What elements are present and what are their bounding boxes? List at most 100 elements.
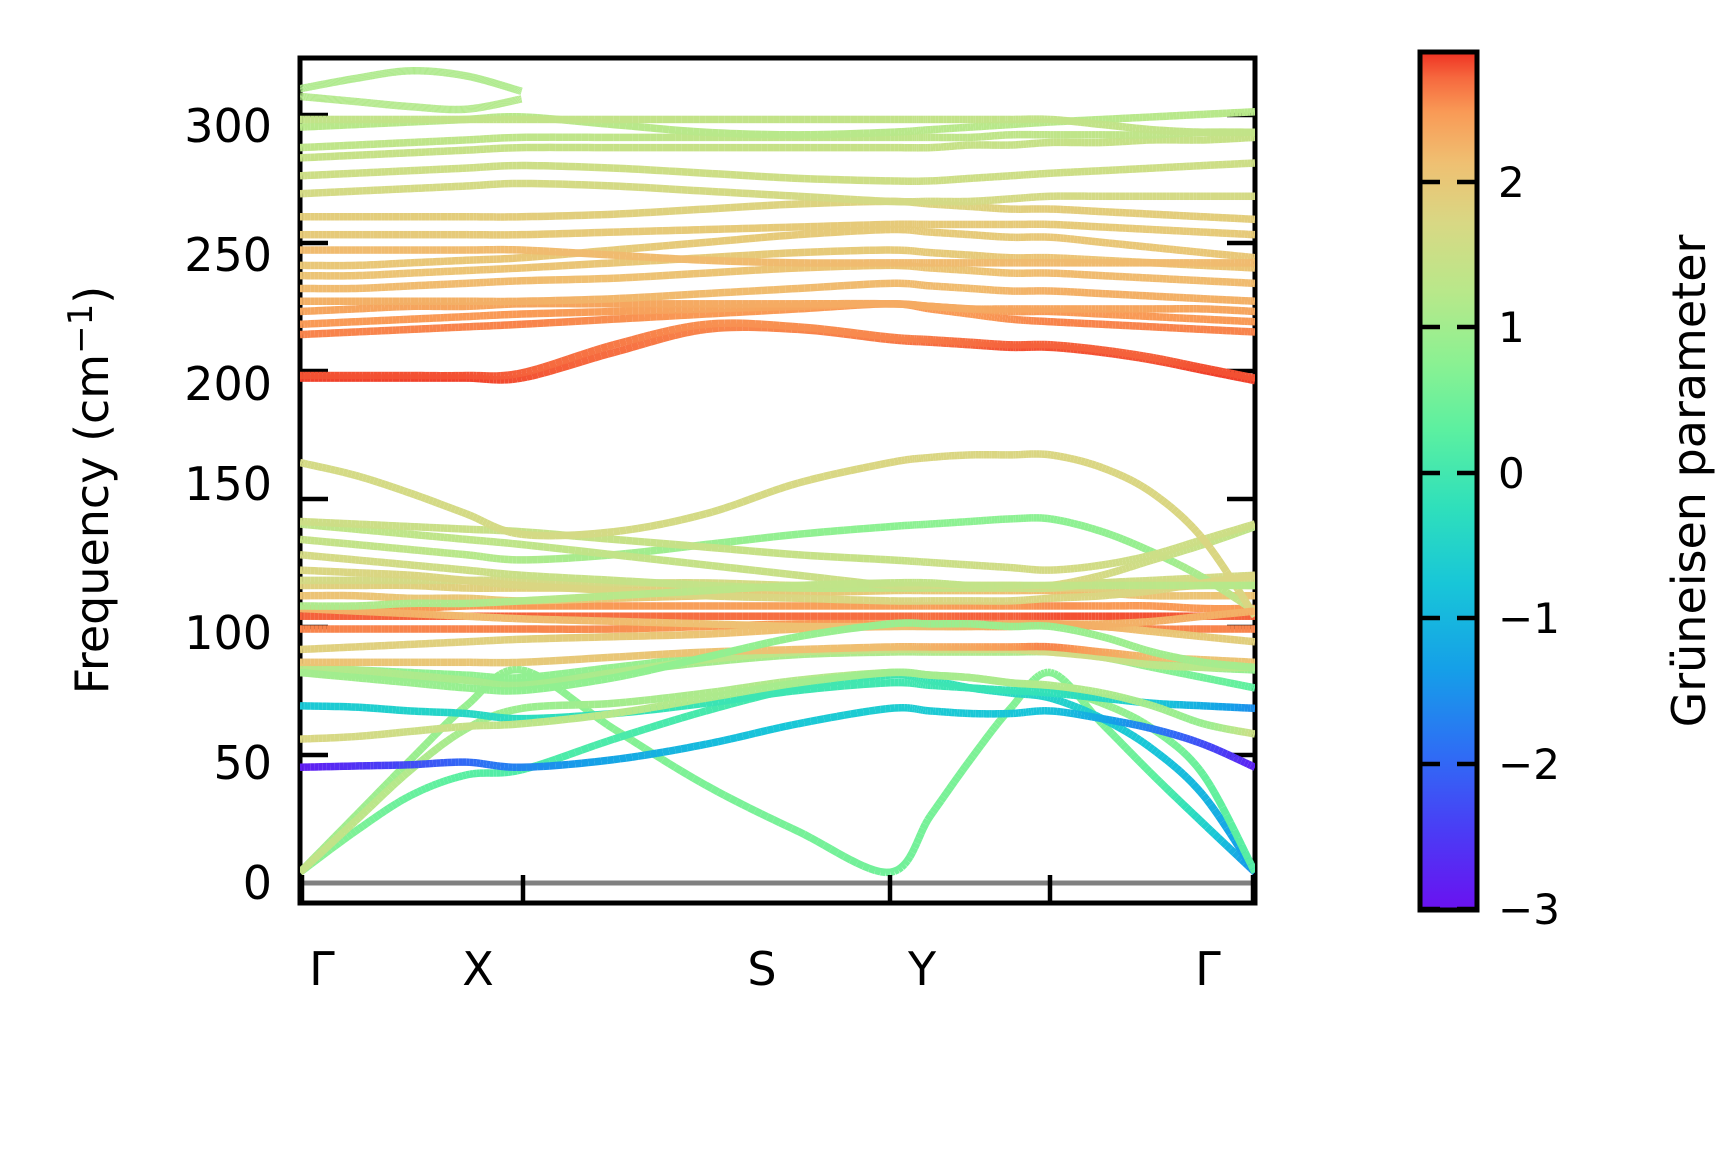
band-segment xyxy=(796,827,806,838)
band-segment xyxy=(453,730,461,739)
band-segment xyxy=(1211,807,1222,818)
band-segment xyxy=(823,674,832,684)
band-segment xyxy=(1069,519,1075,528)
band-segment xyxy=(830,527,838,536)
band-segment xyxy=(1197,789,1207,798)
band-segment xyxy=(1121,693,1127,703)
band-segment xyxy=(1161,705,1168,714)
band-segment xyxy=(371,812,380,822)
band-segment xyxy=(785,570,793,579)
band-segment xyxy=(693,542,701,551)
band-segment xyxy=(424,783,431,792)
band-segment xyxy=(1155,554,1161,563)
band-segment xyxy=(1115,655,1120,664)
band-segment xyxy=(1211,790,1222,802)
band-segment xyxy=(367,800,377,810)
band-segment xyxy=(507,767,513,776)
band-segment xyxy=(922,675,927,683)
band-segment xyxy=(1235,853,1245,863)
band-segment xyxy=(1145,723,1151,732)
band-segment xyxy=(1087,686,1093,695)
band-segment xyxy=(717,686,725,696)
band-segment xyxy=(1133,755,1143,765)
band-segment xyxy=(802,831,813,842)
band-segment xyxy=(385,775,395,785)
band-segment xyxy=(779,688,787,697)
band-segment xyxy=(619,754,627,763)
band-segment xyxy=(1144,557,1151,566)
band-segment xyxy=(723,653,731,662)
band-segment xyxy=(1065,699,1072,709)
band-segment xyxy=(450,504,457,514)
band-segment xyxy=(1131,555,1137,564)
band-segment xyxy=(649,521,658,530)
band-segment xyxy=(555,716,563,725)
band-segment xyxy=(397,796,406,805)
band-segment xyxy=(705,543,713,552)
band-segment xyxy=(1195,672,1201,681)
band-segment xyxy=(1117,724,1125,733)
band-segment xyxy=(850,525,858,534)
band-segment xyxy=(368,815,376,825)
band-segment xyxy=(1143,741,1152,750)
band-segment xyxy=(1202,720,1208,729)
band-segment xyxy=(734,798,745,808)
band-segment xyxy=(773,549,780,558)
band-segment xyxy=(1104,715,1110,724)
band-segment xyxy=(1145,700,1151,709)
band-segment xyxy=(1084,686,1089,695)
band-segment xyxy=(1193,785,1203,794)
band-segment xyxy=(360,820,369,830)
band-segment xyxy=(1190,781,1200,791)
band-segment xyxy=(810,676,818,685)
band-segment xyxy=(1217,676,1224,686)
band-segment xyxy=(1161,547,1168,556)
band-segment xyxy=(1227,820,1238,833)
band-segment xyxy=(1133,734,1142,743)
band-segment xyxy=(994,718,1003,727)
band-segment xyxy=(699,694,707,703)
band-segment xyxy=(1127,538,1135,547)
band-segment xyxy=(810,684,818,693)
band-segment xyxy=(711,703,720,713)
band-segment xyxy=(503,707,510,716)
band-segment xyxy=(730,564,738,573)
band-segment xyxy=(1121,535,1128,544)
band-segment xyxy=(680,712,689,722)
band-segment xyxy=(1098,688,1103,697)
band-segment xyxy=(1124,709,1131,719)
band-segment xyxy=(913,836,923,845)
band-segment xyxy=(810,528,818,537)
band-segment xyxy=(823,683,832,692)
band-segment xyxy=(772,689,781,698)
band-segment xyxy=(1153,748,1162,758)
band-segment xyxy=(843,681,851,690)
band-segment xyxy=(356,805,366,815)
band-segment xyxy=(1076,710,1082,719)
band-segment xyxy=(1115,558,1120,567)
band-segment xyxy=(1180,801,1190,811)
y-tick-label: 300 xyxy=(184,99,272,153)
band-segment xyxy=(1076,520,1083,530)
band-segment xyxy=(555,761,563,770)
band-segment xyxy=(1229,679,1236,688)
band-segment xyxy=(456,727,465,737)
band-segment xyxy=(531,702,538,711)
band-segment xyxy=(413,491,420,500)
band-segment xyxy=(461,508,468,518)
band-segment xyxy=(884,458,891,468)
band-segment xyxy=(607,755,615,765)
band-segment xyxy=(1069,709,1075,718)
band-segment xyxy=(537,672,544,681)
band-segment xyxy=(972,746,982,755)
band-segment xyxy=(631,553,639,562)
band-segment xyxy=(742,535,750,545)
band-segment xyxy=(735,688,744,697)
band-segment xyxy=(495,524,502,533)
band-segment xyxy=(607,535,615,544)
band-segment xyxy=(917,674,922,682)
band-segment xyxy=(1168,550,1175,559)
band-segment xyxy=(457,507,464,516)
band-segment xyxy=(874,866,882,876)
band-segment xyxy=(471,513,479,522)
